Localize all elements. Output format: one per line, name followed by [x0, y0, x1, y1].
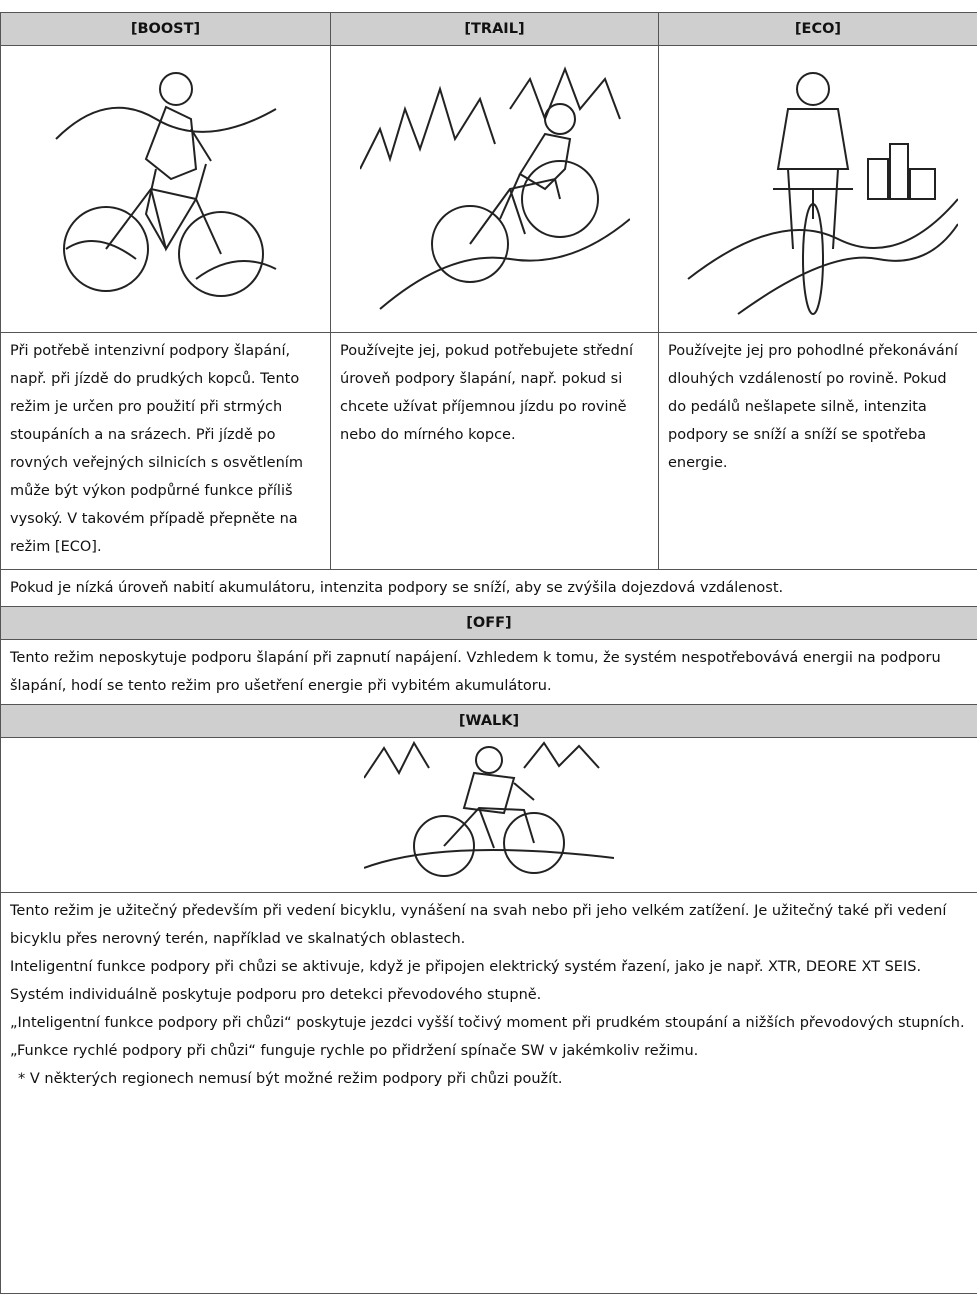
- description: Při potřebě intenzivní podpory šlapání, …: [0, 332, 331, 570]
- header: [OFF]: [0, 606, 977, 640]
- paragraph: „Inteligentní funkce podpory při chůzi“ …: [10, 1015, 965, 1031]
- image-cell: [0, 45, 331, 333]
- image-cell: [658, 45, 977, 333]
- image-cell: [330, 45, 659, 333]
- paragraph: Inteligentní funkce podpory při chůzi se…: [10, 959, 922, 1003]
- walk-illustration: [363, 740, 615, 877]
- trail-illustration: [358, 66, 631, 310]
- image-cell: [0, 737, 977, 893]
- boost-illustration: [54, 72, 276, 297]
- paragraph: „Funkce rychlé podpory při chůzi“ funguj…: [10, 1043, 699, 1059]
- note: Pokud je nízká úroveň nabití akumulátoru…: [0, 569, 977, 607]
- header: [ECO]: [658, 12, 977, 46]
- footnote: * V některých regionech nemusí být možné…: [18, 1071, 563, 1087]
- header: [BOOST]: [0, 12, 331, 46]
- eco-illustration: [687, 72, 959, 315]
- header: [WALK]: [0, 704, 977, 738]
- paragraph: Tento režim je užitečný především při ve…: [10, 903, 947, 947]
- description: Používejte jej, pokud potřebujete středn…: [330, 332, 659, 570]
- header: [TRAIL]: [330, 12, 659, 46]
- off-text: Tento režim neposkytuje podporu šlapání …: [0, 639, 977, 705]
- walk-text: Tento režim je užitečný především při ve…: [0, 892, 977, 1294]
- description: Používejte jej pro pohodlné překonávání …: [658, 332, 977, 570]
- modes-table: [BOOST] [TRAIL] [ECO] Při potřebě intenziv…: [0, 12, 977, 1294]
